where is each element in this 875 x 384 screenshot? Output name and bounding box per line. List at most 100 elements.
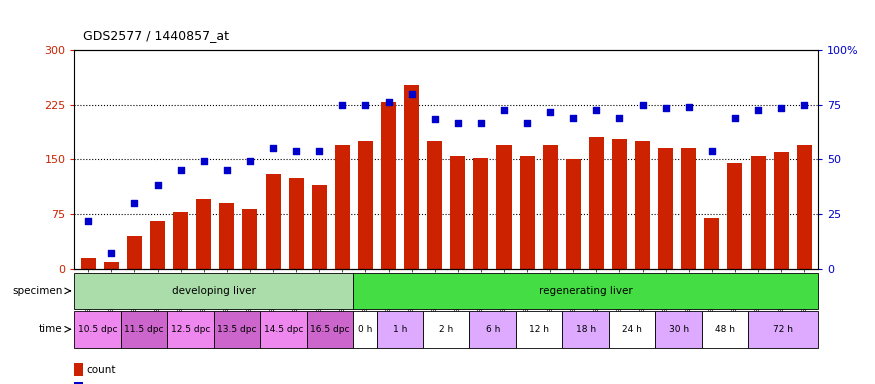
Point (751, 107, 765, 113)
Point (566, 115, 580, 121)
Bar (727, 163, 743, 269)
Text: 12.5 dpc: 12.5 dpc (171, 325, 210, 334)
Text: time: time (39, 324, 63, 334)
Point (128, 200, 142, 206)
Point (197, 158, 211, 164)
Point (173, 167, 187, 174)
Bar (214, 311, 261, 348)
Bar (173, 212, 188, 269)
Bar (612, 139, 627, 269)
Text: GDS2577 / 1440857_at: GDS2577 / 1440857_at (83, 29, 229, 42)
Point (243, 158, 257, 164)
Bar (307, 311, 354, 348)
Point (705, 147, 719, 154)
Bar (589, 137, 604, 269)
Point (220, 167, 234, 174)
Bar (470, 311, 516, 348)
Bar (80, 258, 95, 269)
Bar (121, 311, 167, 348)
Bar (496, 145, 512, 269)
Bar (265, 174, 281, 269)
Point (682, 104, 696, 110)
Bar (542, 145, 557, 269)
Point (451, 120, 465, 126)
Bar (427, 141, 442, 269)
Bar (404, 85, 419, 269)
Text: 11.5 dpc: 11.5 dpc (124, 325, 164, 334)
Point (266, 146, 280, 152)
Bar (74, 363, 83, 376)
Bar (335, 145, 350, 269)
Bar (682, 149, 696, 269)
Bar (242, 209, 257, 269)
Point (520, 120, 534, 126)
Text: 12 h: 12 h (529, 325, 550, 334)
Point (612, 115, 626, 121)
Bar (423, 311, 470, 348)
Bar (358, 141, 373, 269)
Point (404, 91, 418, 97)
Bar (220, 203, 234, 269)
Point (289, 147, 303, 154)
Bar (774, 152, 788, 269)
Point (543, 109, 557, 115)
Text: 24 h: 24 h (622, 325, 642, 334)
Point (590, 107, 604, 113)
Text: 1 h: 1 h (393, 325, 407, 334)
Text: count: count (87, 365, 116, 375)
Point (635, 102, 649, 108)
Bar (751, 156, 766, 269)
Point (335, 102, 349, 108)
Text: 16.5 dpc: 16.5 dpc (311, 325, 350, 334)
Text: 30 h: 30 h (668, 325, 689, 334)
Bar (74, 382, 83, 384)
Bar (167, 311, 214, 348)
Point (728, 115, 742, 121)
Bar (655, 311, 702, 348)
Bar (658, 149, 673, 269)
Bar (127, 236, 142, 269)
Text: developing liver: developing liver (172, 286, 255, 296)
Point (382, 99, 396, 106)
Bar (516, 311, 563, 348)
Bar (354, 273, 818, 309)
Text: 10.5 dpc: 10.5 dpc (78, 325, 117, 334)
Bar (261, 311, 307, 348)
Point (81, 218, 95, 225)
Point (359, 102, 373, 108)
Point (104, 250, 118, 256)
Point (428, 116, 442, 122)
Bar (748, 311, 818, 348)
Text: 48 h: 48 h (715, 325, 735, 334)
Bar (104, 262, 119, 269)
Text: 18 h: 18 h (576, 325, 596, 334)
Bar (196, 200, 211, 269)
Bar (150, 222, 165, 269)
Bar (635, 141, 650, 269)
Bar (354, 311, 376, 348)
Point (797, 102, 811, 108)
Bar (74, 311, 121, 348)
Text: regenerating liver: regenerating liver (539, 286, 633, 296)
Bar (289, 178, 304, 269)
Text: specimen: specimen (12, 286, 63, 296)
Point (150, 182, 164, 188)
Point (774, 105, 788, 111)
Bar (381, 103, 396, 269)
Text: 6 h: 6 h (486, 325, 500, 334)
Text: 13.5 dpc: 13.5 dpc (217, 325, 257, 334)
Text: 2 h: 2 h (439, 325, 453, 334)
Bar (74, 273, 354, 309)
Point (312, 147, 326, 154)
Bar (704, 218, 719, 269)
Bar (473, 158, 488, 269)
Point (659, 105, 673, 111)
Point (497, 107, 511, 113)
Bar (376, 311, 423, 348)
Bar (702, 311, 748, 348)
Bar (312, 185, 326, 269)
Bar (566, 159, 581, 269)
Bar (563, 311, 609, 348)
Bar (451, 156, 466, 269)
Text: 72 h: 72 h (774, 325, 794, 334)
